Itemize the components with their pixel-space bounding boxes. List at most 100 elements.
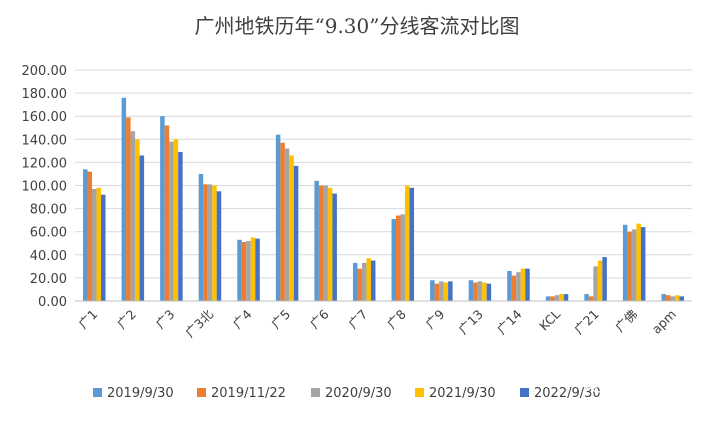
y-tick-label: 100.00 (22, 180, 68, 195)
bar (370, 260, 376, 301)
bar (135, 139, 140, 301)
bar (640, 227, 646, 301)
bar (203, 184, 208, 301)
x-tick-label: 广7 (345, 307, 370, 332)
bar (588, 296, 594, 301)
y-tick-label: 180.00 (22, 87, 68, 102)
x-axis-ticks: 广1 广2 广3 广3北 广4 广5 广6 广7 广8 广9 广13 广14 KCL 广21 广佛 apm (75, 306, 679, 340)
bars (83, 97, 684, 302)
y-tick-label: 60.00 (30, 226, 67, 241)
x-tick-label: 广6 (307, 306, 332, 331)
legend-swatch (520, 388, 529, 397)
bar (627, 231, 632, 301)
bar (275, 134, 281, 301)
bar (584, 294, 589, 301)
x-tick-label: 广3北 (182, 306, 216, 340)
bar (160, 116, 165, 301)
bar (593, 266, 598, 301)
legend-label: 2020/9/30 (325, 386, 392, 401)
bar (318, 185, 324, 301)
bar (434, 283, 440, 301)
bar (323, 185, 328, 301)
legend-swatch (197, 388, 206, 397)
bar (511, 275, 517, 301)
bar (597, 260, 603, 301)
bar (121, 97, 127, 301)
bar (250, 237, 256, 301)
watermark-text: Metro Bay (611, 379, 675, 395)
x-tick-label: 广佛 (612, 307, 640, 335)
bar (352, 262, 358, 301)
bar (468, 280, 474, 301)
bar (559, 294, 564, 301)
bar (83, 169, 88, 301)
bar (237, 239, 242, 301)
legend-label: 2019/9/30 (107, 386, 174, 401)
bar (563, 294, 569, 301)
bar (405, 185, 410, 301)
bar (661, 294, 666, 301)
bar (246, 240, 251, 301)
y-tick-label: 120.00 (22, 156, 68, 171)
x-tick-label: 广9 (422, 306, 447, 331)
legend-swatch (415, 388, 424, 397)
bar (545, 296, 551, 301)
x-tick-label: 广5 (268, 307, 293, 332)
bar (631, 229, 637, 301)
bar (92, 188, 97, 301)
bar (430, 280, 435, 301)
bar (361, 262, 367, 301)
y-tick-label: 140.00 (22, 133, 68, 148)
bar (87, 171, 93, 301)
legend-label: 2022/9/30 (534, 386, 601, 401)
x-tick-label: 广14 (494, 306, 525, 337)
bar (241, 242, 247, 301)
bar (314, 180, 319, 301)
bar (357, 268, 362, 301)
bar (602, 257, 607, 301)
bar (443, 282, 449, 301)
bar (255, 238, 260, 301)
bar (96, 187, 102, 301)
bar (164, 125, 170, 301)
legend-label: 2019/11/22 (211, 386, 286, 401)
bar (198, 173, 204, 301)
bar (216, 191, 222, 301)
bar (674, 295, 680, 301)
bar (636, 223, 641, 301)
y-tick-label: 0.00 (38, 295, 67, 310)
bar (439, 281, 444, 301)
bar (178, 152, 183, 301)
legend-swatch (311, 388, 320, 397)
bar (477, 281, 483, 301)
wechat-icon (582, 374, 605, 393)
bar (516, 272, 521, 302)
bar (139, 155, 145, 301)
chart-title: 广州地铁历年“9.30”分线客流对比图 (195, 14, 520, 38)
bar (173, 139, 179, 301)
bar (391, 219, 397, 301)
bar (507, 270, 512, 301)
bar (293, 165, 299, 301)
bar (396, 215, 401, 301)
y-tick-label: 20.00 (30, 272, 67, 287)
bar (448, 281, 453, 301)
x-tick-label: apm (649, 307, 679, 337)
bar (665, 295, 671, 301)
y-tick-label: 80.00 (30, 203, 67, 218)
bar (670, 296, 675, 301)
bar (550, 296, 555, 301)
bar (409, 187, 415, 301)
watermark: Metro Bay (582, 374, 675, 395)
bar (280, 142, 285, 301)
bar (679, 296, 684, 301)
bar (400, 214, 406, 302)
x-tick-label: 广8 (384, 306, 409, 331)
legend-swatch (93, 388, 102, 397)
bar (327, 187, 333, 301)
bar (525, 268, 530, 301)
x-tick-label: 广4 (230, 306, 255, 331)
bar (289, 155, 294, 301)
y-tick-label: 200.00 (22, 64, 68, 79)
bar (207, 184, 213, 301)
